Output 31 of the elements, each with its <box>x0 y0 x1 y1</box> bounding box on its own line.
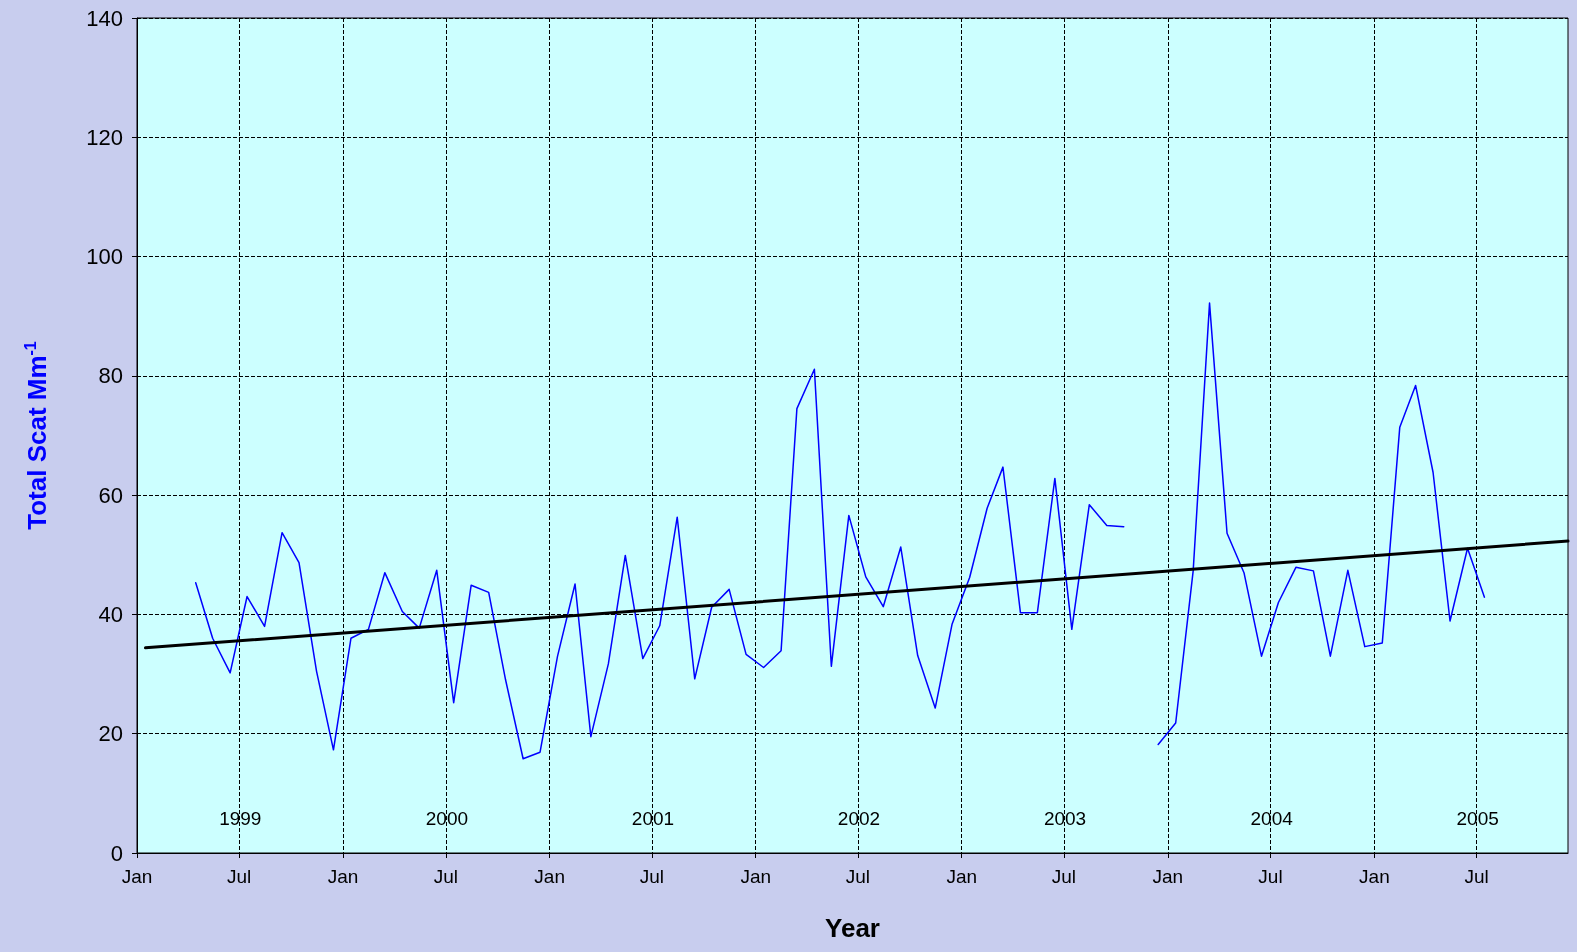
y-tick-label: 120 <box>86 124 123 150</box>
x-tick-label: Jan <box>534 866 565 887</box>
x-axis-title: Year <box>825 913 880 943</box>
annotation: 2000 <box>425 807 469 829</box>
y-tick-label: 20 <box>98 721 123 747</box>
annotation: 2003 <box>1043 807 1087 829</box>
y-tick-label: 60 <box>98 482 123 508</box>
x-tick-label: Jan <box>121 866 153 887</box>
x-tick-label: Jul <box>639 866 664 887</box>
x-tick-label: Jan <box>327 866 359 887</box>
x-tick-label: Jan <box>1359 866 1390 887</box>
x-tick-label: Jul <box>433 866 458 887</box>
y-tick-label: 0 <box>110 840 123 866</box>
x-tick-label: Jul <box>845 866 871 887</box>
x-tick-label: Jan <box>740 866 772 887</box>
x-tick-label: Jan <box>1152 866 1184 887</box>
y-tick-label: 40 <box>98 601 123 627</box>
x-tick-label: Jul <box>227 866 252 887</box>
x-tick-label: Jan <box>946 866 978 887</box>
x-tick-label: Jul <box>1464 866 1489 887</box>
annotation: 2004 <box>1250 807 1294 829</box>
annotation: 2005 <box>1456 807 1499 829</box>
annotation: 2002 <box>837 807 881 829</box>
x-tick-label: Jul <box>1258 866 1283 887</box>
annotation: 1999 <box>219 807 262 829</box>
y-tick-label: 140 <box>86 5 123 31</box>
annotation: 2001 <box>631 807 675 829</box>
y-tick-label: 100 <box>86 244 123 270</box>
x-tick-label: Jul <box>1051 866 1077 887</box>
y-tick-label: 80 <box>98 363 123 389</box>
y-axis-title: Total Scat Mm-1 <box>21 341 52 530</box>
